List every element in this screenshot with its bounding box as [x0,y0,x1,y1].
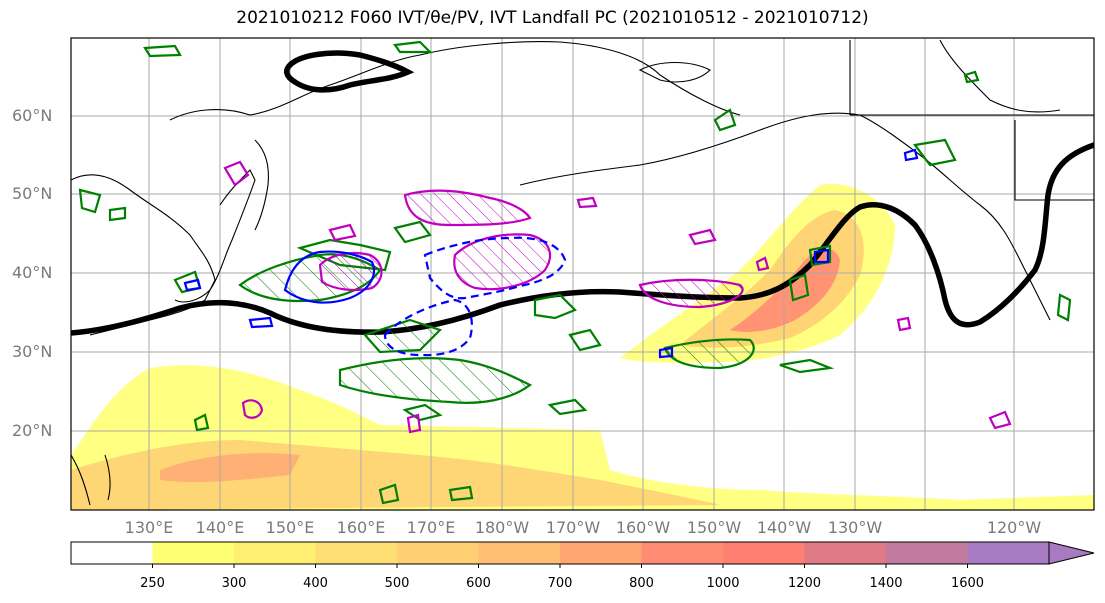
lat-label-60n: 60°N [12,106,53,125]
lat-label-40n: 40°N [12,263,53,282]
colorbar-segment [560,542,642,564]
colorbar-segment [804,542,887,564]
ivt-ar-plume-mid [680,210,864,348]
colorbar-tick-label: 700 [547,576,573,591]
colorbar-tick-label: 1000 [706,576,740,591]
colorbar-tick-label: 400 [303,576,328,591]
lon-label-170e: 170°E [406,518,456,537]
colorbar-tick-label: 250 [140,576,165,591]
colorbar-tick-label: 600 [466,576,491,591]
coastlines [71,39,1094,506]
lon-label-160e: 160°E [336,518,386,537]
landfall-pc-positive [223,160,1012,434]
colorbar [70,541,1095,568]
lon-label-130e: 130°E [124,518,174,537]
colorbar-tick-label: 1400 [869,576,903,591]
colorbar-segment [886,542,968,564]
colorbar-segment [152,542,235,564]
colorbar-tick-label: 300 [221,576,247,591]
ivt-subtropical-core [160,453,300,483]
colorbar-segment [315,542,398,564]
landfall-pc-negative [183,148,919,359]
colorbar-tick-label: 1600 [950,576,985,591]
lon-label-140w: 140°W [756,518,812,537]
colorbar-segment [967,542,1050,564]
colorbar-segment [71,542,153,564]
lon-label-140e: 140°E [195,518,245,537]
ivt-shading [71,184,1094,510]
colorbar-tick-label: 1200 [787,576,822,591]
lon-label-120w: 120°W [986,518,1042,537]
lon-label-170w: 170°W [545,518,601,537]
ivt-ar-plume-core [730,248,840,332]
colorbar-extend-arrow [1048,541,1095,565]
lon-label-160w: 160°W [615,518,671,537]
lon-label-150w: 150°W [686,518,742,537]
lat-label-20n: 20°N [12,421,53,440]
colorbar-tick-label: 800 [629,576,654,591]
colorbar-segment [478,542,561,564]
lat-label-30n: 30°N [12,342,53,361]
colorbar-segment [641,542,724,564]
colorbar-segment [234,542,316,564]
map-title: 2021010212 F060 IVT/θe/PV, IVT Landfall … [236,8,869,28]
theta-e-contours [71,50,1094,336]
lon-label-150e: 150°E [265,518,315,537]
lon-label-180w: 180°W [474,518,530,537]
colorbar-segment [723,542,805,564]
map-frame [70,37,1095,511]
lat-label-50n: 50°N [12,184,53,203]
lon-label-130w: 130°W [827,518,883,537]
colorbar-segment [397,542,479,564]
graticule [71,38,1094,510]
colorbar-tick-label: 500 [384,576,410,591]
